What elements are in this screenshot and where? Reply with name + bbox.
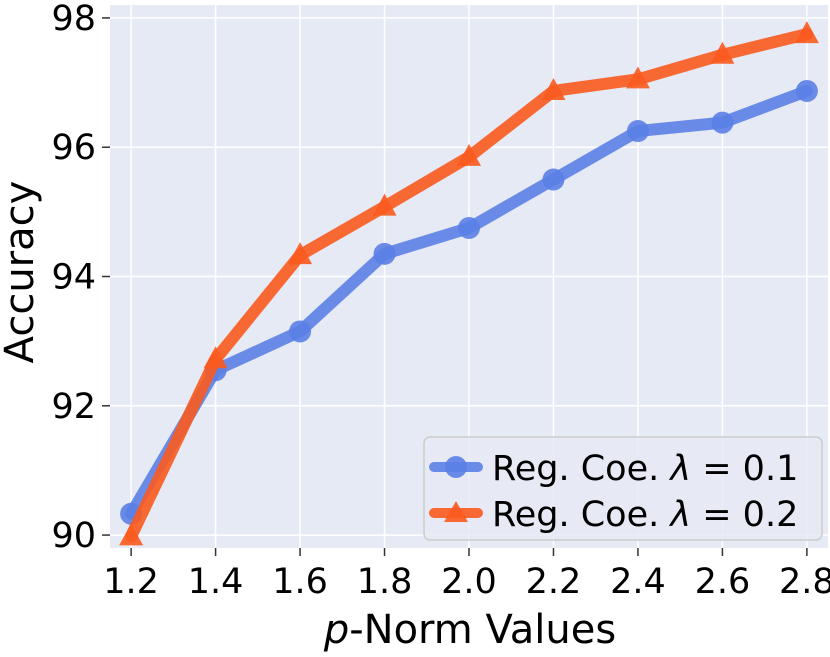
legend-box <box>423 436 823 541</box>
data-point-series-1 <box>626 120 649 143</box>
data-point-series-1 <box>373 242 396 265</box>
data-point-series-1 <box>795 79 818 102</box>
x-axis-title: p-Norm Values <box>323 607 616 652</box>
x-axis-title-text: -Norm Values <box>349 607 616 652</box>
data-point-series-2 <box>457 143 481 166</box>
legend-label-series-2: Reg. Coe. λ = 0.2 <box>492 495 798 535</box>
legend-marker-series-1 <box>445 456 467 478</box>
data-point-series-1 <box>458 217 480 240</box>
x-tick-label: 2.8 <box>779 562 830 602</box>
x-tick-label: 1.8 <box>357 562 413 602</box>
data-point-series-1 <box>542 168 565 191</box>
series-lines <box>119 21 819 546</box>
x-tick-label: 2.4 <box>610 562 666 602</box>
data-point-series-1 <box>289 320 312 343</box>
data-point-series-2 <box>119 523 144 546</box>
y-tick-label: 96 <box>51 128 96 168</box>
x-tick-label: 1.2 <box>103 562 159 602</box>
x-tick-label: 2.0 <box>441 562 497 602</box>
x-tick-label: 2.6 <box>695 562 751 602</box>
data-point-series-2 <box>203 346 228 369</box>
data-point-series-2 <box>541 77 566 100</box>
legend-marker-series-2 <box>444 501 468 522</box>
x-tick-label: 1.6 <box>272 562 328 602</box>
data-point-series-2 <box>372 193 397 216</box>
x-tick-label: 2.2 <box>526 562 582 602</box>
legend-label-series-1: Reg. Coe. λ = 0.1 <box>492 449 798 489</box>
x-tick-label: 1.4 <box>188 562 244 602</box>
data-point-series-2 <box>710 41 735 64</box>
y-tick-label: 94 <box>51 258 96 298</box>
data-point-series-2 <box>794 21 819 44</box>
data-point-series-2 <box>288 242 313 265</box>
data-point-series-1 <box>711 111 734 134</box>
y-tick-label: 98 <box>51 0 96 39</box>
x-axis-title-variable: p <box>323 607 349 652</box>
data-point-series-2 <box>625 66 650 89</box>
y-tick-label: 90 <box>51 516 96 556</box>
y-axis-title: Accuracy <box>0 181 43 364</box>
axis-ticks: 1.2 1.4 1.6 1.8 2.0 2.2 2.4 2.6 2.8 90 92 94 96 98 <box>51 0 830 602</box>
y-tick-label: 92 <box>51 387 96 427</box>
legend: Reg. Coe. λ = 0.1 Reg. Coe. λ = 0.2 <box>423 436 823 541</box>
